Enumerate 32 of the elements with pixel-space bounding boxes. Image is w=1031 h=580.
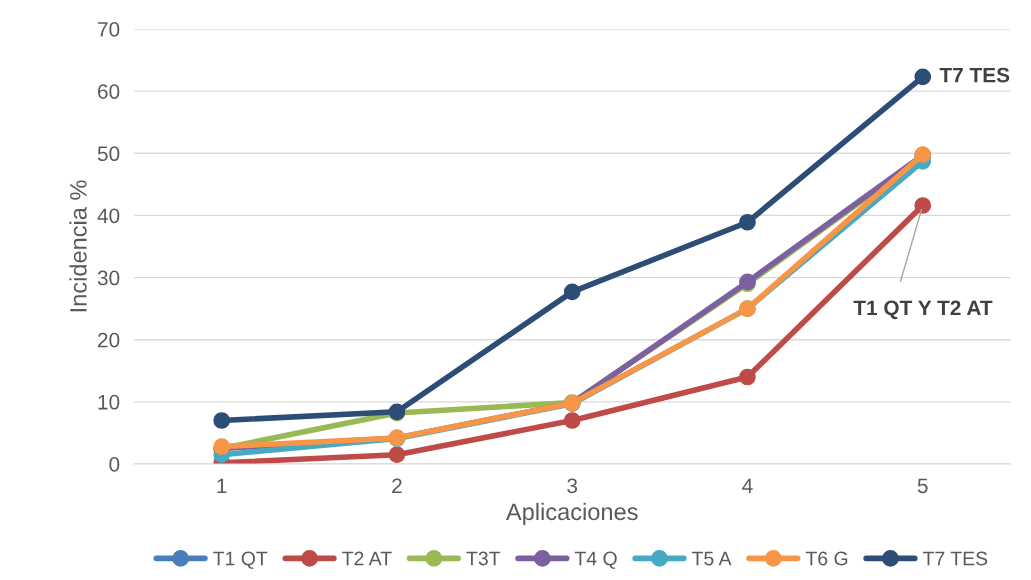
y-tick-label: 70 [98,22,120,37]
point [563,283,581,301]
annotation: T7 TES [939,67,1010,83]
x-tick-label: 4 [742,478,753,493]
legend-label: T7 TES [922,551,988,566]
legend-label: T6 G [805,551,848,566]
x-axis-title: Aplicaciones [505,502,638,525]
x-tick-label: 1 [217,478,227,493]
x-tick-label: 5 [917,478,928,494]
x-tick-label: 2 [392,478,402,493]
legend-label: T5 A [691,551,732,566]
y-tick-label: 40 [97,208,120,224]
legend-label: T3T [466,551,501,566]
point [739,213,756,231]
point [739,368,756,386]
point [213,412,230,429]
legend-label: T1 QT [213,551,268,569]
y-tick-label: 30 [97,270,120,286]
y-tick-label: 60 [98,84,120,99]
legend-label: T4 Q [574,551,617,569]
point [914,197,932,214]
y-tick-label: 10 [98,394,120,410]
point [914,68,932,86]
point [388,446,406,464]
annotation: T1 QT Y T2 AT [853,300,993,320]
point [563,412,581,429]
y-tick-label: 0 [109,457,120,472]
x-tick-label: 3 [567,478,578,494]
legend-label: T2 AT [342,551,392,566]
y-tick-label: 50 [97,146,120,162]
y-tick-label: 20 [98,332,120,348]
y-axis-title: Incidencia % [69,180,87,312]
